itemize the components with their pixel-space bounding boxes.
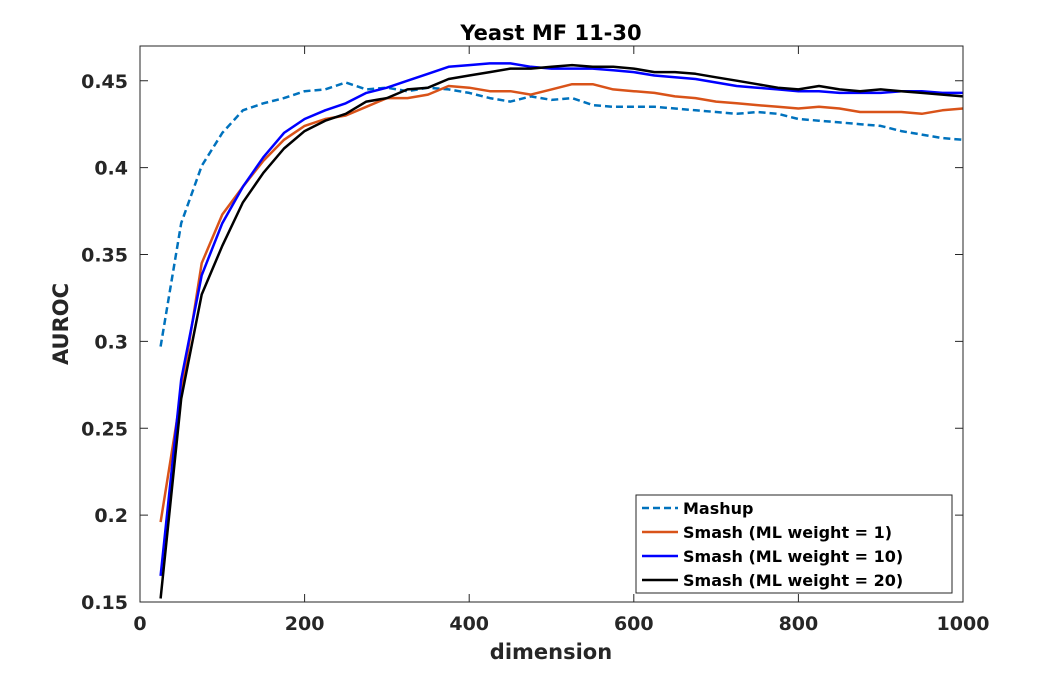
x-tick-label: 400 [449, 613, 489, 635]
legend: Mashup Smash (ML weight = 1) Smash (ML wei… [635, 494, 953, 594]
x-axis: 0 200 400 600 800 1000 [133, 46, 989, 635]
y-tick-label: 0.15 [81, 592, 128, 614]
legend-box [635, 494, 953, 594]
series-line-3 [159, 62, 963, 577]
x-tick-label: 600 [614, 613, 654, 635]
y-tick-label: 0.45 [81, 71, 128, 93]
legend-label-4: Smash (ML weight = 20) [683, 571, 903, 590]
legend-label-2: Smash (ML weight = 1) [683, 523, 892, 542]
chart-title: Yeast MF 11-30 [459, 21, 641, 45]
y-tick-label: 0.35 [81, 245, 128, 267]
y-tick-label: 0.2 [94, 505, 128, 527]
y-axis: 0.15 0.2 0.25 0.3 0.35 0.4 0.45 [81, 71, 963, 614]
legend-label-1: Mashup [683, 499, 753, 518]
y-tick-label: 0.25 [81, 418, 128, 440]
series-layer [159, 62, 964, 599]
x-tick-label: 1000 [937, 613, 990, 635]
x-tick-label: 200 [285, 613, 325, 635]
y-axis-title: AUROC [49, 283, 73, 365]
x-tick-label: 800 [779, 613, 819, 635]
legend-label-3: Smash (ML weight = 10) [683, 547, 903, 566]
plot-frame [139, 45, 964, 603]
series-line-4 [159, 63, 964, 599]
x-axis-title: dimension [490, 640, 612, 664]
y-tick-label: 0.3 [94, 331, 128, 353]
series-line-2 [159, 82, 964, 523]
x-tick-label: 0 [133, 613, 146, 635]
y-tick-label: 0.4 [94, 158, 128, 180]
series-line-1 [159, 81, 964, 347]
